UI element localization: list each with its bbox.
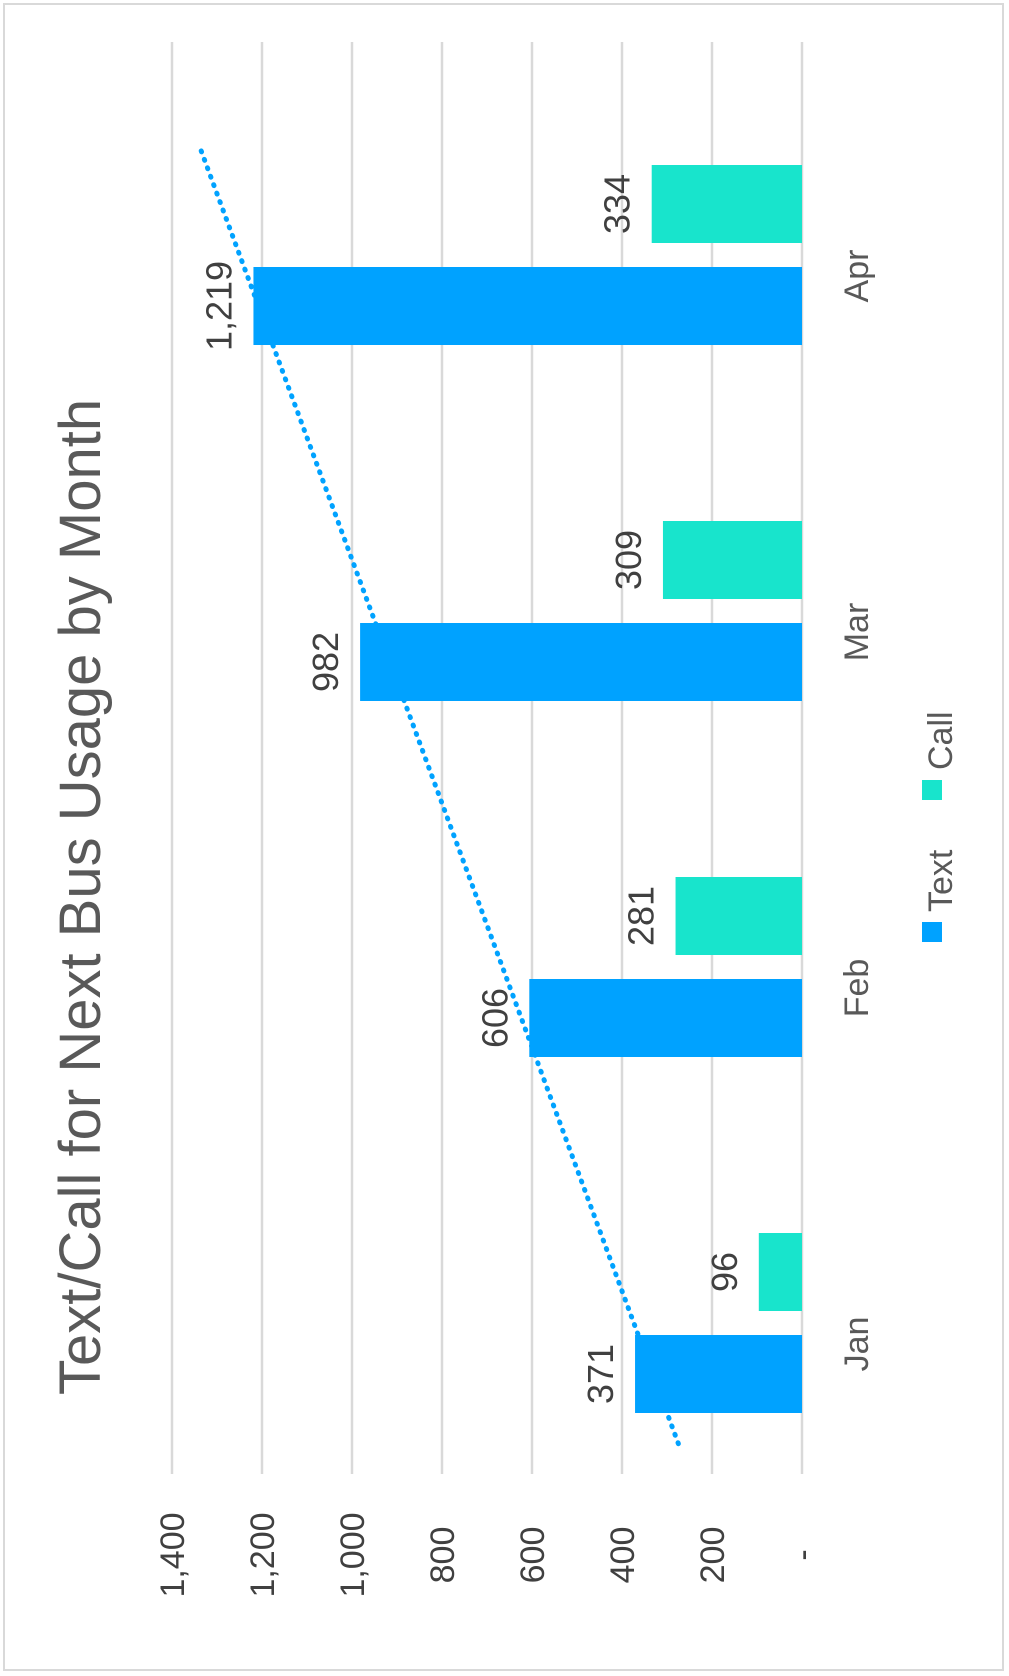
data-label-call-mar: 309 [608,530,649,590]
legend-swatch-call [922,780,942,800]
tick-label: 1,000 [334,1512,372,1597]
legend: Text Call [922,711,960,942]
bar-call-feb [675,877,802,955]
category-label-apr: Apr [838,250,876,303]
tick-label: 400 [604,1527,642,1584]
category-label-feb: Feb [838,959,876,1018]
bar-call-jan [758,1233,802,1311]
tick-label: 200 [694,1527,732,1584]
data-label-text-apr: 1,219 [198,261,239,351]
data-labels: 371 96 606 281 982 309 1,219 334 [198,174,744,1404]
tick-label: 800 [424,1527,462,1584]
bar-text-mar [360,623,802,701]
data-label-text-jan: 371 [580,1344,621,1404]
bars [253,165,802,1413]
data-label-call-apr: 334 [597,174,638,234]
legend-label-call: Call [922,711,960,770]
chart-title: Text/Call for Next Bus Usage by Month [48,399,113,1395]
data-label-text-feb: 606 [474,988,515,1048]
bar-call-apr [651,165,802,243]
trendline-text [197,145,681,1447]
bar-text-feb [529,979,802,1057]
legend-swatch-text [922,922,942,942]
legend-label-text: Text [922,849,960,912]
category-label-jan: Jan [838,1317,876,1372]
data-label-call-jan: 96 [704,1252,745,1292]
bar-text-apr [253,267,802,345]
tick-label: 600 [514,1527,552,1584]
data-label-call-feb: 281 [621,886,662,946]
category-labels: Jan Feb Mar Apr [838,250,876,1372]
tick-label: 1,200 [244,1512,282,1597]
bar-call-mar [662,521,802,599]
tick-label: - [784,1549,822,1560]
y-axis-ticks: - 200 400 600 800 1,000 1,200 1,400 [154,1512,822,1597]
tick-label: 1,400 [154,1512,192,1597]
data-label-text-mar: 982 [305,632,346,692]
category-label-mar: Mar [838,603,876,662]
trendline [197,145,681,1447]
